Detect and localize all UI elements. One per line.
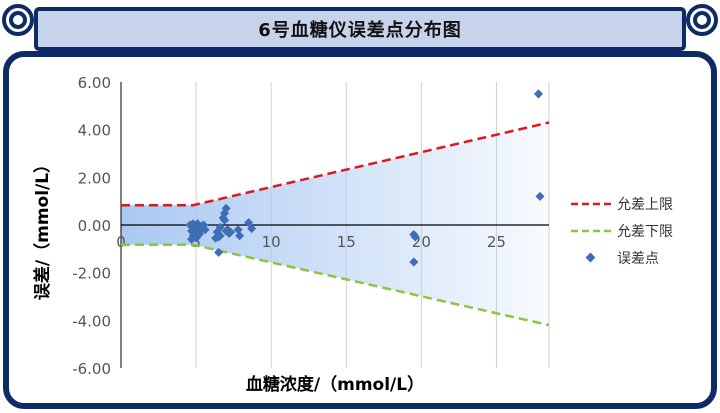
y-tick-label: 0.00 <box>78 217 111 235</box>
legend-label-points: 误差点 <box>617 251 659 267</box>
tolerance-band <box>121 122 549 326</box>
error-point <box>211 233 221 243</box>
chart-title: 6号血糖仪误差点分布图 <box>258 20 462 41</box>
title-background <box>34 7 686 51</box>
corner-ring-left <box>2 4 34 36</box>
upper-limit-line <box>121 121 550 207</box>
y-tick-labels: 6.00 4.00 2.00 0.00 -2.00 -4.00 -6.00 <box>72 74 111 378</box>
error-points <box>185 89 545 267</box>
lower-limit-line <box>121 243 550 327</box>
error-point <box>221 203 231 213</box>
y-tick-label: -2.00 <box>72 265 111 283</box>
y-tick-label: 2.00 <box>78 169 111 187</box>
y-tick-label: 4.00 <box>78 122 111 140</box>
y-tick-label: -4.00 <box>72 312 111 330</box>
error-point <box>247 224 257 234</box>
x-axis-label: 血糖浓度/（mmol/L） <box>246 374 424 395</box>
error-point <box>187 234 197 244</box>
error-point <box>215 222 225 232</box>
legend: 允差上限 允差下限 误差点 <box>571 197 673 267</box>
x-tick-label: 15 <box>337 233 356 251</box>
error-point <box>226 227 236 237</box>
y-axis-label: 误差/（mmol/L） <box>32 156 53 300</box>
error-point <box>220 215 230 225</box>
x-tick-label: 25 <box>487 233 506 251</box>
legend-swatch-points <box>585 252 596 263</box>
corner-ring-right <box>686 4 718 36</box>
y-tick-label: 6.00 <box>78 74 111 92</box>
legend-label-lower: 允差下限 <box>617 224 673 240</box>
x-tick-label: 10 <box>262 233 281 251</box>
y-tick-label: -6.00 <box>72 360 111 378</box>
x-tick-label: 0 <box>116 233 126 251</box>
error-point <box>193 224 203 234</box>
legend-label-upper: 允差上限 <box>617 197 673 213</box>
